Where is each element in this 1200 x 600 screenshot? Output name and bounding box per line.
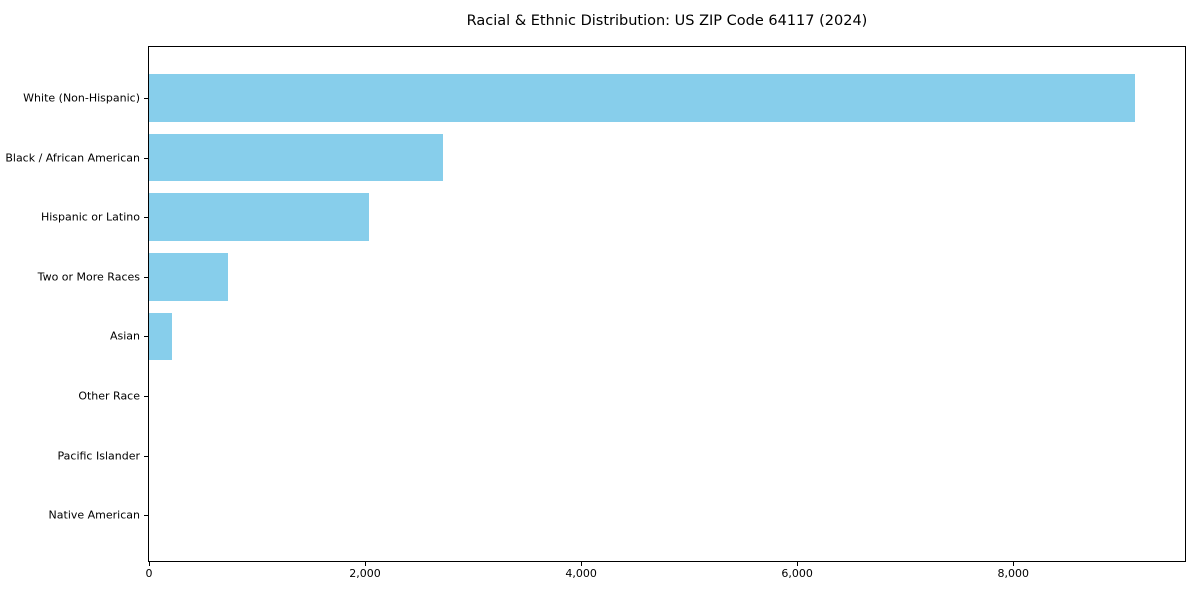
y-tick-label-black-african-american: Black / African American — [5, 151, 140, 165]
y-tick-mark — [144, 98, 148, 99]
x-tick-label-8-000: 8,000 — [997, 567, 1029, 580]
y-tick-label-pacific-islander: Pacific Islander — [57, 449, 140, 463]
y-tick-label-two-or-more-races: Two or More Races — [37, 270, 140, 284]
bar-black-african-american — [149, 133, 444, 182]
x-tick-mark — [365, 562, 367, 566]
y-tick-label-white-non-hispanic: White (Non-Hispanic) — [23, 91, 140, 105]
y-tick-mark — [144, 157, 148, 159]
y-tick-mark — [144, 276, 148, 278]
bar-two-or-more-races — [149, 252, 228, 301]
y-tick-mark — [144, 515, 148, 517]
x-tick-mark — [797, 562, 799, 566]
y-tick-label-asian: Asian — [109, 329, 140, 343]
bar-white-non-hispanic — [149, 74, 1136, 122]
x-tick-mark — [581, 562, 583, 566]
x-tick-label-0: 0 — [145, 567, 153, 580]
x-tick-label-4-000: 4,000 — [565, 567, 597, 580]
bar-hispanic-or-latino — [149, 193, 370, 242]
x-tick-mark — [149, 562, 150, 566]
bar-asian — [149, 312, 172, 361]
y-tick-label-native-american: Native American — [48, 508, 140, 522]
chart-title: Racial & Ethnic Distribution: US ZIP Cod… — [466, 13, 868, 29]
y-tick-mark — [144, 217, 148, 219]
y-tick-mark — [144, 336, 148, 338]
y-tick-mark — [144, 455, 148, 457]
y-tick-mark — [144, 396, 148, 397]
plot-area: White (Non-Hispanic) Black / African Amer… — [5, 46, 1186, 580]
y-tick-label-other-race: Other Race — [78, 389, 140, 403]
y-tick-label-hispanic-or-latino: Hispanic or Latino — [40, 210, 140, 224]
x-tick-label-6-000: 6,000 — [781, 567, 813, 580]
x-tick-label-2-000: 2,000 — [349, 567, 381, 580]
x-tick-mark — [1013, 562, 1015, 566]
